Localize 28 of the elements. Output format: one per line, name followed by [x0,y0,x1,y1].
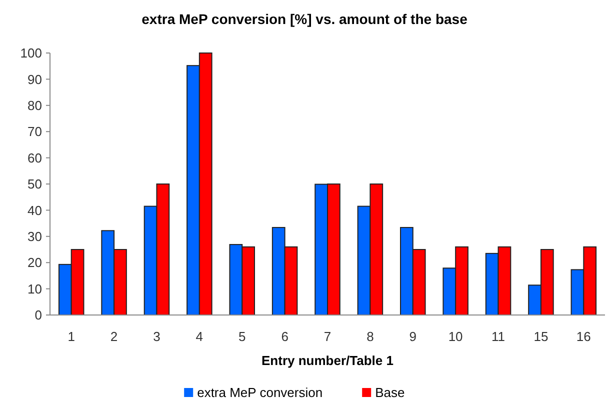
x-tick-label: 6 [281,329,288,344]
x-tick-label: 1 [68,329,75,344]
y-tick-label: 90 [28,72,42,87]
y-tick-label: 0 [34,308,42,323]
y-tick-label: 80 [28,98,42,113]
x-tick-label: 16 [576,329,591,344]
y-tick-label: 30 [28,228,42,244]
x-tick-label: 8 [366,329,374,344]
x-tick-label: 15 [534,329,548,344]
y-tick-label: 60 [28,150,42,166]
y-tick-label: 10 [28,281,42,296]
x-tick-label: 5 [238,329,246,344]
y-tick-label: 20 [28,255,42,270]
y-tick-label: 70 [28,124,42,140]
x-tick-label: 9 [409,329,416,344]
x-tick-label: 10 [448,329,463,344]
x-tick-label: 3 [153,329,160,344]
legend-label: Base [375,385,405,400]
chart-title: extra MeP conversion [%] vs. amount of the base [142,11,468,27]
y-tick-label: 50 [28,176,42,192]
y-tick-label: 40 [28,202,42,218]
y-tick-label: 100 [20,46,42,61]
x-tick-label: 2 [110,329,118,344]
x-axis-title: Entry number/Table 1 [262,353,394,368]
legend-label: extra MeP conversion [197,385,323,400]
x-tick-label: 4 [196,329,204,344]
x-tick-label: 7 [324,329,332,344]
x-tick-label: 11 [492,329,506,344]
